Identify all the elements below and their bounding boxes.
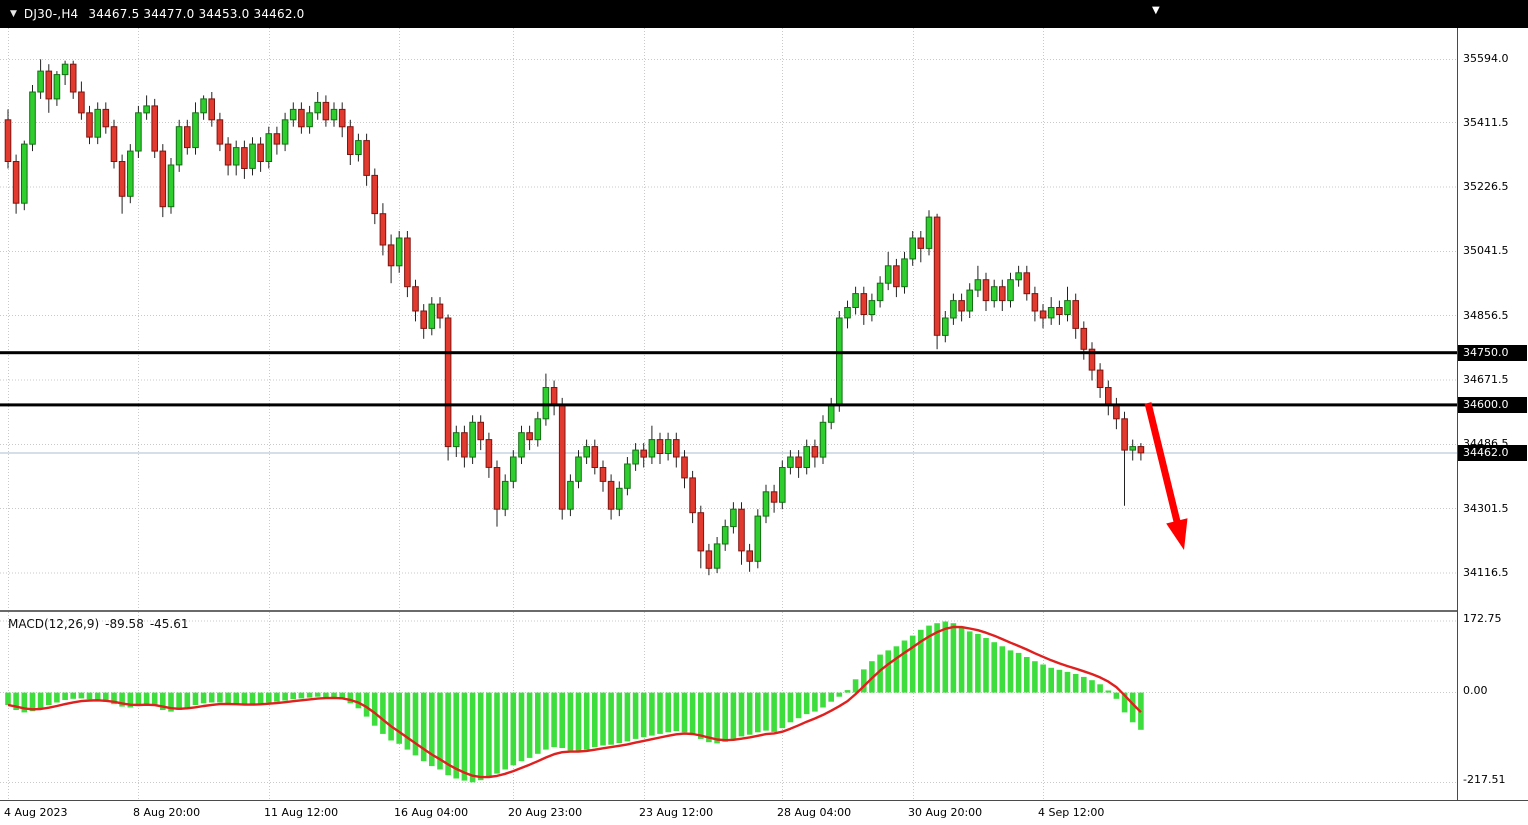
- time-axis-label: 23 Aug 12:00: [639, 806, 714, 819]
- trend-arrow-annotation[interactable]: [1144, 402, 1188, 550]
- symbol-dropdown-icon[interactable]: ▼: [10, 9, 17, 19]
- time-axis-label: 16 Aug 04:00: [394, 806, 469, 819]
- price-axis-label: 35226.5: [1463, 180, 1509, 193]
- time-axis-label: 30 Aug 20:00: [908, 806, 983, 819]
- top-marker-icon: ▼: [1152, 5, 1160, 16]
- ohlc-quote-values: 34467.5 34477.0 34453.0 34462.0: [88, 7, 305, 21]
- chart-title-bar: ▼ DJ30-,H4 34467.5 34477.0 34453.0 34462…: [0, 0, 1528, 28]
- current-price-price-badge: 34462.0: [1458, 445, 1527, 461]
- macd-histogram: [5, 621, 1144, 783]
- macd-signal-value: -45.61: [149, 617, 189, 631]
- price-axis-label: 34301.5: [1463, 502, 1509, 515]
- price-axis-label: 35594.0: [1463, 52, 1509, 65]
- price-axis-label: 34116.5: [1463, 566, 1509, 579]
- macd-panel[interactable]: MACD(12,26,9) -89.58 -45.61: [0, 610, 1457, 800]
- price-chart-panel[interactable]: [0, 28, 1457, 610]
- macd-axis-label: -217.51: [1463, 773, 1506, 786]
- time-axis-label: 8 Aug 20:00: [133, 806, 201, 819]
- resistance-line-price-badge: 34750.0: [1458, 345, 1527, 361]
- support-line[interactable]: [0, 403, 1457, 407]
- candlestick-chart[interactable]: [0, 28, 1457, 610]
- time-axis-label: 28 Aug 04:00: [777, 806, 852, 819]
- macd-gridlines: [0, 612, 1457, 800]
- macd-axis-label: 172.75: [1463, 612, 1502, 625]
- time-axis[interactable]: 4 Aug 2023 8 Aug 20:00 11 Aug 12:00 16 Aug …: [0, 800, 1528, 825]
- macd-main-value: -89.58: [105, 617, 144, 631]
- symbol-timeframe-label: DJ30-,H4: [23, 7, 79, 21]
- price-axis-label: 35411.5: [1463, 116, 1509, 129]
- macd-axis-label: 0.00: [1463, 684, 1488, 697]
- time-axis-label: 20 Aug 23:00: [508, 806, 583, 819]
- candles[interactable]: [4, 59, 1145, 576]
- macd-chart[interactable]: [0, 612, 1457, 800]
- support-line-price-badge: 34600.0: [1458, 397, 1527, 413]
- price-axis[interactable]: 35594.0 35411.5 35226.5 35041.5 34856.5 34671…: [1457, 28, 1528, 800]
- price-gridlines: [0, 28, 1457, 610]
- macd-signal-line: [7, 625, 1142, 779]
- resistance-line[interactable]: [0, 351, 1457, 355]
- price-axis-label: 35041.5: [1463, 244, 1509, 257]
- macd-name: MACD(12,26,9): [8, 617, 100, 631]
- time-axis-label: 11 Aug 12:00: [264, 806, 339, 819]
- time-axis-label: 4 Sep 12:00: [1038, 806, 1105, 819]
- price-axis-label: 34671.5: [1463, 373, 1509, 386]
- time-axis-label: 4 Aug 2023: [4, 806, 68, 819]
- macd-indicator-label: MACD(12,26,9) -89.58 -45.61: [8, 617, 195, 631]
- price-axis-label: 34856.5: [1463, 309, 1509, 322]
